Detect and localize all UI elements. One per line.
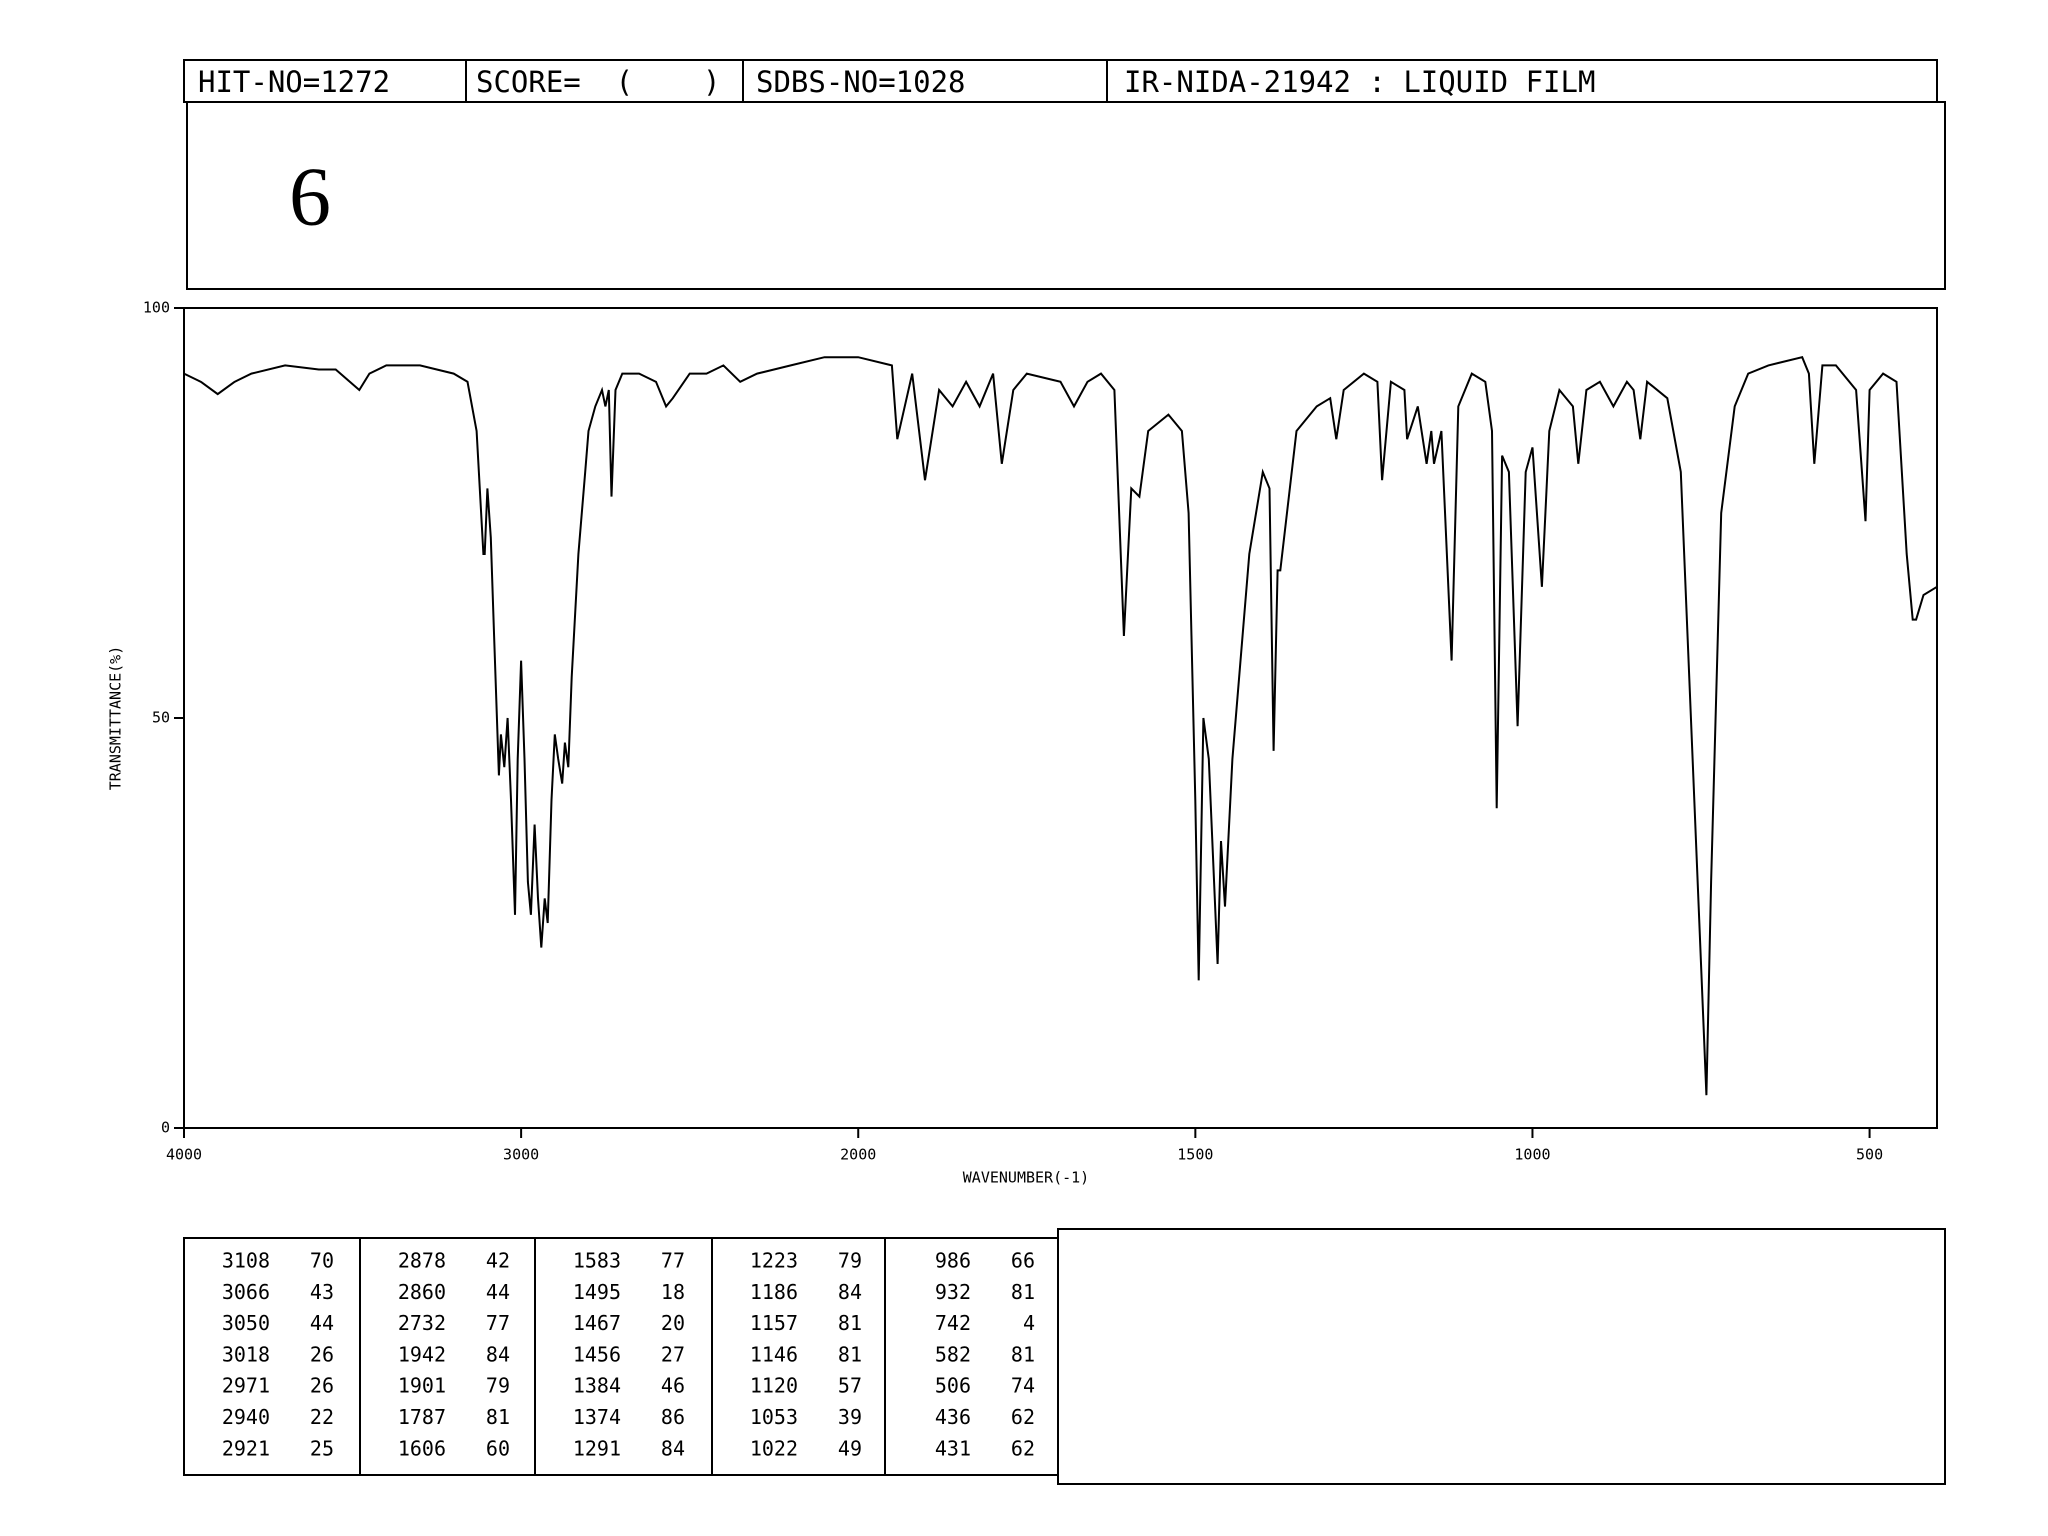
peak-wavenumber: 742 <box>935 1311 971 1335</box>
peak-wavenumber: 1787 <box>398 1405 446 1429</box>
peak-transmittance: 81 <box>486 1405 510 1429</box>
peak-transmittance: 70 <box>310 1249 334 1273</box>
peak-wavenumber: 986 <box>935 1249 971 1273</box>
peak-transmittance: 81 <box>1011 1280 1035 1304</box>
peak-transmittance: 74 <box>1011 1374 1035 1398</box>
peak-transmittance: 18 <box>661 1280 685 1304</box>
peak-transmittance: 81 <box>1011 1342 1035 1366</box>
peak-transmittance: 62 <box>1011 1436 1035 1460</box>
peak-wavenumber: 2732 <box>398 1311 446 1335</box>
peak-transmittance: 39 <box>838 1405 862 1429</box>
peak-transmittance: 26 <box>310 1342 334 1366</box>
header-box <box>183 59 1938 103</box>
peak-wavenumber: 1291 <box>573 1436 621 1460</box>
peak-wavenumber: 582 <box>935 1342 971 1366</box>
sdbs-no: SDBS-NO=1028 <box>756 65 966 99</box>
peak-transmittance: 77 <box>661 1249 685 1273</box>
peak-transmittance: 81 <box>838 1311 862 1335</box>
peak-wavenumber: 1186 <box>750 1280 798 1304</box>
peak-transmittance: 46 <box>661 1374 685 1398</box>
peak-transmittance: 79 <box>486 1374 510 1398</box>
hit-no: HIT-NO=1272 <box>198 65 390 99</box>
peak-wavenumber: 1606 <box>398 1436 446 1460</box>
peak-wavenumber: 506 <box>935 1374 971 1398</box>
peak-wavenumber: 1223 <box>750 1249 798 1273</box>
method: IR-NIDA-21942 : LIQUID FILM <box>1124 65 1595 99</box>
peak-wavenumber: 2921 <box>222 1436 270 1460</box>
peak-wavenumber: 3018 <box>222 1342 270 1366</box>
x-tick-label: 500 <box>1856 1146 1883 1164</box>
peak-wavenumber: 2878 <box>398 1249 446 1273</box>
y-tick-label: 0 <box>161 1119 170 1137</box>
peak-wavenumber: 1495 <box>573 1280 621 1304</box>
spectrum-line <box>183 356 1938 1096</box>
peak-wavenumber: 1942 <box>398 1342 446 1366</box>
peak-transmittance: 20 <box>661 1311 685 1335</box>
label-box <box>186 101 1946 290</box>
peak-transmittance: 43 <box>310 1280 334 1304</box>
peak-wavenumber: 3050 <box>222 1311 270 1335</box>
peak-transmittance: 57 <box>838 1374 862 1398</box>
empty-box <box>1057 1228 1946 1485</box>
score: SCORE= ( ) <box>476 65 720 99</box>
peak-transmittance: 44 <box>486 1280 510 1304</box>
peak-wavenumber: 2860 <box>398 1280 446 1304</box>
peak-wavenumber: 1467 <box>573 1311 621 1335</box>
peak-transmittance: 22 <box>310 1405 334 1429</box>
peak-wavenumber: 1583 <box>573 1249 621 1273</box>
peak-transmittance: 62 <box>1011 1405 1035 1429</box>
peak-wavenumber: 1022 <box>750 1436 798 1460</box>
peak-transmittance: 77 <box>486 1311 510 1335</box>
peak-transmittance: 84 <box>661 1436 685 1460</box>
peak-transmittance: 84 <box>838 1280 862 1304</box>
peak-wavenumber: 1374 <box>573 1405 621 1429</box>
peak-wavenumber: 436 <box>935 1405 971 1429</box>
peak-transmittance: 86 <box>661 1405 685 1429</box>
peak-transmittance: 49 <box>838 1436 862 1460</box>
peak-transmittance: 66 <box>1011 1249 1035 1273</box>
peak-transmittance: 4 <box>1023 1311 1035 1335</box>
peak-transmittance: 81 <box>838 1342 862 1366</box>
compound-label: 6 <box>289 150 331 243</box>
peak-transmittance: 42 <box>486 1249 510 1273</box>
y-tick-label: 100 <box>143 299 170 317</box>
peak-wavenumber: 932 <box>935 1280 971 1304</box>
peak-transmittance: 60 <box>486 1436 510 1460</box>
peak-wavenumber: 1053 <box>750 1405 798 1429</box>
peak-wavenumber: 1157 <box>750 1311 798 1335</box>
peak-transmittance: 25 <box>310 1436 334 1460</box>
peak-transmittance: 26 <box>310 1374 334 1398</box>
x-tick-label: 3000 <box>503 1146 539 1164</box>
y-tick-label: 50 <box>152 709 170 727</box>
peak-transmittance: 44 <box>310 1311 334 1335</box>
peak-wavenumber: 3108 <box>222 1249 270 1273</box>
peak-transmittance: 27 <box>661 1342 685 1366</box>
peak-wavenumber: 1120 <box>750 1374 798 1398</box>
x-tick-label: 4000 <box>166 1146 202 1164</box>
peak-wavenumber: 1456 <box>573 1342 621 1366</box>
peak-wavenumber: 1146 <box>750 1342 798 1366</box>
peak-wavenumber: 431 <box>935 1436 971 1460</box>
peak-wavenumber: 3066 <box>222 1280 270 1304</box>
x-tick-label: 1500 <box>1177 1146 1213 1164</box>
peak-transmittance: 84 <box>486 1342 510 1366</box>
y-axis-label: TRANSMITTANCE(%) <box>107 646 125 791</box>
x-axis-label: WAVENUMBER(-1) <box>963 1169 1089 1187</box>
x-tick-label: 2000 <box>840 1146 876 1164</box>
peak-wavenumber: 2940 <box>222 1405 270 1429</box>
peak-wavenumber: 1384 <box>573 1374 621 1398</box>
peak-wavenumber: 2971 <box>222 1374 270 1398</box>
peak-transmittance: 79 <box>838 1249 862 1273</box>
peak-wavenumber: 1901 <box>398 1374 446 1398</box>
x-tick-label: 1000 <box>1514 1146 1550 1164</box>
